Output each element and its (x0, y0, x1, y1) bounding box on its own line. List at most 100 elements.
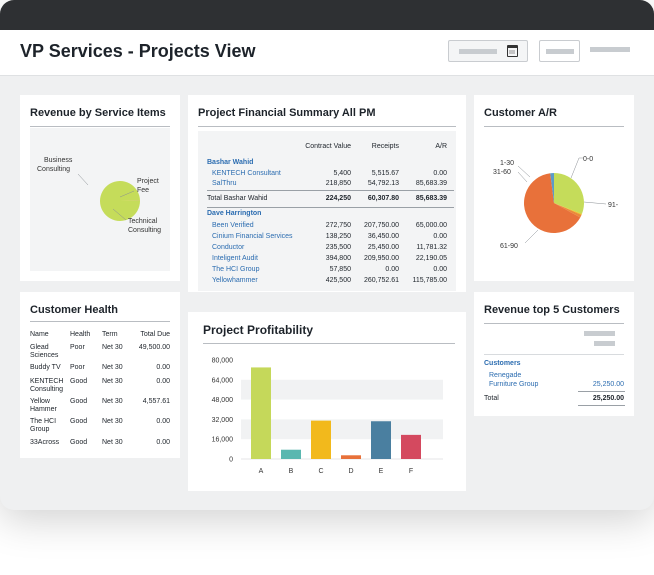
grid-band (241, 379, 443, 400)
health-value: Good (70, 398, 88, 405)
receipts-value: 207,750.00 (363, 222, 399, 229)
term-value: Net 30 (102, 344, 123, 351)
project-profitability-card: Project Profitability 80,000 64,000 48,000… (188, 312, 466, 491)
date-placeholder (459, 49, 497, 54)
date-picker[interactable] (448, 40, 528, 62)
card-divider (30, 321, 170, 322)
name-line: Yellow (30, 398, 50, 405)
customer-line[interactable]: Renegade (489, 372, 522, 379)
total-ar: 85,683.39 (415, 195, 447, 202)
pie-label-business-consulting: Business Consulting (37, 157, 73, 173)
card-title: Project Financial Summary All PM (198, 107, 376, 119)
leader-line (570, 157, 580, 179)
customer-line[interactable]: Furniture Group (489, 381, 539, 388)
y-tick-label: 48,000 (212, 397, 234, 404)
y-axis-ticks: 80,000 64,000 48,000 32,000 16,000 0 (212, 358, 234, 464)
ar-value: 65,000.00 (415, 222, 447, 229)
contract-value: 272,750 (325, 222, 351, 229)
column-header-name: Name (30, 331, 49, 338)
total-rule (578, 391, 625, 392)
customer-name: Glead Sciences (30, 344, 58, 360)
leader-line (119, 190, 135, 198)
customer-link: Renegade Furniture Group (489, 371, 538, 389)
contract-value: 218,850 (325, 180, 351, 187)
calendar-icon[interactable] (507, 45, 518, 57)
customer-name: Buddy TV (30, 364, 61, 371)
bars (251, 367, 421, 459)
x-tick-label: B (289, 468, 294, 475)
health-value: Good (70, 439, 88, 446)
project-link[interactable]: KENTECH Consultant (212, 170, 281, 177)
project-link[interactable]: Cinium Financial Services (212, 233, 293, 240)
project-link[interactable]: Inteligent Audit (212, 255, 258, 262)
contract-value: 425,500 (325, 277, 351, 284)
bar-c (311, 420, 331, 459)
receipts-value: 209,950.00 (363, 255, 399, 262)
term-value: Net 30 (102, 439, 123, 446)
total-due-value: 0.00 (156, 439, 170, 446)
customer-ar-card: Customer A/R 0-0 1-30 31-60 61-90 91- (474, 95, 634, 281)
total-due-value: 4,557.61 (142, 398, 170, 405)
header-placeholder (584, 331, 615, 336)
name-line: The HCI (30, 418, 57, 425)
x-tick-label: C (318, 468, 323, 475)
contract-value: 5,400 (333, 170, 351, 177)
contract-value: 235,500 (325, 244, 351, 251)
pm-group-header[interactable]: Dave Harrington (207, 210, 262, 217)
total-label: Total Bashar Wahid (207, 195, 268, 202)
leader-line (583, 201, 607, 205)
pie-label: 31-60 (493, 169, 511, 176)
bar-f (401, 434, 421, 459)
y-tick-label: 80,000 (212, 358, 234, 365)
project-link[interactable]: Been Verified (212, 222, 254, 229)
column-header-contract: Contract Value (305, 143, 351, 150)
project-link[interactable]: SalThru (212, 180, 237, 187)
table-background (198, 131, 456, 291)
chart-background (30, 128, 170, 271)
customer-revenue-value: 25,250.00 (592, 381, 624, 388)
menu-link[interactable] (590, 47, 630, 52)
y-tick-label: 64,000 (212, 377, 234, 384)
pie-slice-91- (550, 173, 554, 203)
project-link[interactable]: Conductor (212, 244, 245, 251)
health-value: Poor (70, 364, 85, 371)
project-link[interactable]: The HCI Group (212, 266, 260, 273)
column-header-health: Health (70, 331, 91, 338)
customer-name: Yellow Hammer (30, 398, 57, 414)
section-divider (484, 354, 624, 355)
total-label: Total (484, 395, 499, 402)
total-receipts: 60,307.80 (367, 195, 399, 202)
name-line: Glead (30, 344, 49, 351)
term-value: Net 30 (102, 378, 123, 385)
y-tick-label: 16,000 (212, 437, 234, 444)
card-title: Project Profitability (203, 323, 314, 337)
ar-value: 85,683.39 (415, 180, 447, 187)
pie-label: 91- (608, 202, 619, 209)
label-line: Consulting (128, 227, 161, 234)
pie-slices (524, 173, 584, 233)
column-header-total-due: Total Due (140, 331, 170, 338)
column-header-receipts: Receipts (371, 143, 399, 150)
leader-line (77, 173, 89, 186)
column-header-term: Term (102, 331, 118, 338)
app-window: VP Services - Projects View Revenue by S… (0, 0, 654, 510)
total-due-value: 0.00 (156, 364, 170, 371)
card-title: Customer Health (30, 304, 119, 316)
x-tick-label: E (379, 468, 384, 475)
pie-slice-0-0 (554, 173, 584, 215)
label-line: Business (44, 157, 73, 164)
project-link[interactable]: Yellowhammer (212, 277, 258, 284)
revenue-by-service-pie: Business Consulting Project Fee Technical C… (30, 128, 170, 271)
receipts-value: 25,450.00 (367, 244, 399, 251)
y-tick-label: 32,000 (212, 417, 234, 424)
pie-label-technical-consulting: Technical Consulting (128, 218, 161, 234)
contract-value: 394,800 (325, 255, 351, 262)
filter-button[interactable] (539, 40, 580, 62)
page-header: VP Services - Projects View (0, 30, 654, 76)
pm-group-header[interactable]: Bashar Wahid (207, 159, 254, 166)
bar-d (341, 455, 361, 459)
revenue-top5-card: Revenue top 5 Customers Customers Renega… (474, 292, 634, 416)
ar-value: 0.00 (433, 170, 447, 177)
card-title: Customer A/R (484, 107, 557, 119)
card-title: Revenue top 5 Customers (484, 304, 620, 316)
